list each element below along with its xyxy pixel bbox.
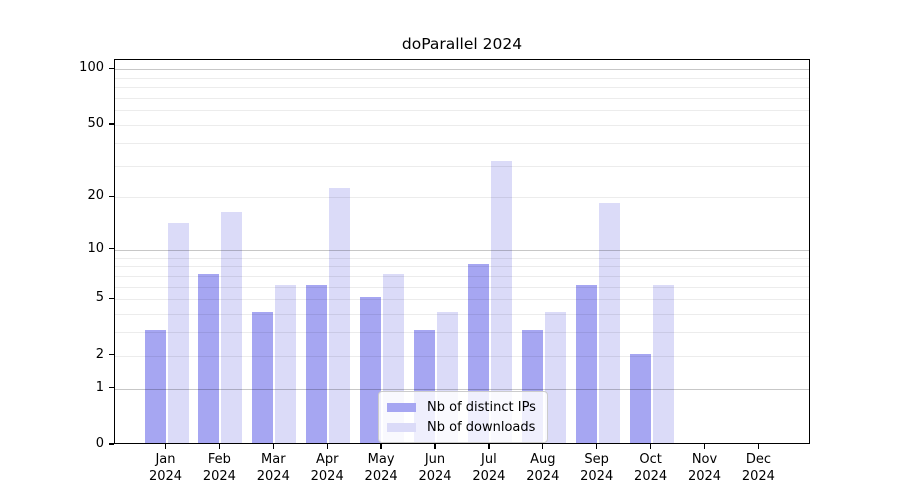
x-tick-mark-nov [703,443,706,449]
x-tick-label-nov: Nov 2024 [687,452,722,484]
plot-area [114,59,810,444]
x-tick-label-aug: Aug 2024 [526,452,560,484]
y-tick-mark-5 [109,297,114,299]
y-tick-label-100: 100 [79,60,104,76]
y-tick-mark-10 [109,248,114,250]
legend-swatch-distinct-ips-icon [387,402,416,412]
y-tick-mark-50 [109,123,114,125]
x-tick-mark-feb [218,443,221,449]
y-tick-mark-0 [109,443,114,445]
x-tick-label-jul: Jul 2024 [472,452,506,484]
bar-sep-distinct-ips [575,284,597,443]
y-tick-mark-1 [109,386,114,389]
bar-jul-downloads [490,160,512,443]
x-tick-mark-jan [164,443,167,449]
y-tick-label-10: 10 [87,240,104,256]
x-tick-mark-dec [757,443,760,449]
x-tick-label-dec: Dec 2024 [741,452,775,484]
bars-layer [115,60,809,443]
y-tick-mark-100 [109,67,114,69]
bar-oct-distinct-ips [629,353,651,443]
bar-mar-distinct-ips [252,312,274,443]
bar-feb-downloads [221,212,243,443]
y-tick-label-2: 2 [95,346,104,362]
y-tick-label-50: 50 [87,115,104,131]
x-tick-label-sep: Sep 2024 [580,452,614,484]
y-tick-mark-2 [109,353,114,356]
bar-mar-downloads [275,284,297,443]
bar-sep-downloads [598,203,620,443]
legend-row-downloads: Nb of downloads [387,417,536,437]
x-tick-mark-mar [272,443,274,449]
x-tick-mark-apr [326,443,328,449]
legend-row-distinct-ips: Nb of distinct IPs [387,397,536,417]
legend-label-downloads: Nb of downloads [427,419,536,435]
x-tick-mark-aug [542,443,544,449]
legend-label-distinct-ips: Nb of distinct IPs [427,399,536,415]
legend: Nb of distinct IPs Nb of downloads [378,391,548,443]
bar-oct-downloads [652,284,674,443]
bar-jan-distinct-ips [144,330,166,443]
x-tick-mark-oct [649,443,652,449]
x-tick-label-oct: Oct 2024 [634,452,668,484]
x-tick-mark-sep [596,443,598,449]
y-tick-label-0: 0 [95,436,104,451]
x-tick-label-jan: Jan 2024 [148,452,183,484]
x-tick-label-feb: Feb 2024 [202,452,236,484]
bar-apr-distinct-ips [306,284,328,443]
x-tick-mark-jun [434,443,436,449]
y-tick-mark-20 [109,195,114,197]
y-tick-label-5: 5 [95,290,104,306]
y-tick-label-20: 20 [87,188,104,204]
chart-title: doParallel 2024 [401,35,523,53]
x-tick-label-may: May 2024 [364,452,398,484]
bar-may-distinct-ips [360,297,382,443]
x-tick-label-mar: Mar 2024 [256,452,290,484]
x-tick-mark-jul [488,443,490,449]
bar-jan-downloads [167,222,189,443]
bar-apr-downloads [329,187,351,443]
x-tick-label-apr: Apr 2024 [310,452,344,484]
legend-swatch-downloads-icon [387,422,416,432]
x-tick-label-jun: Jun 2024 [418,452,452,484]
x-tick-mark-may [380,443,382,449]
y-tick-label-1: 1 [95,379,104,395]
bar-feb-distinct-ips [198,273,220,443]
bar-aug-downloads [544,312,566,443]
